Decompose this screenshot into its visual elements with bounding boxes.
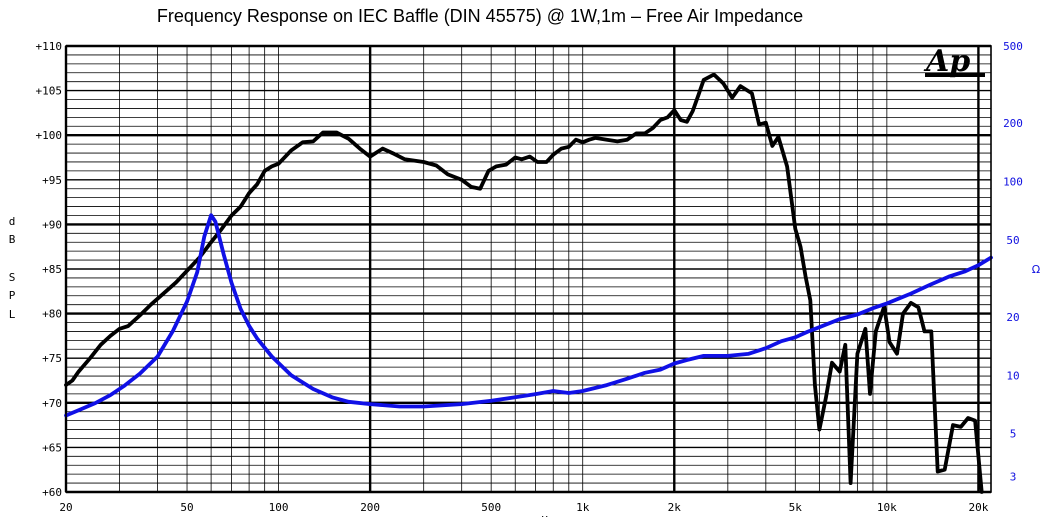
y-tick-label: +110 <box>36 40 63 53</box>
x-axis-label: Hz <box>541 514 554 517</box>
y-axis-label-letter: d <box>9 215 16 228</box>
y-tick-label: +75 <box>42 352 62 365</box>
y2-tick-label: 5 <box>1010 428 1017 441</box>
impedance-line <box>64 213 993 418</box>
y-axis-label-letter: L <box>9 308 16 321</box>
y-axis-label-letter: S <box>9 271 16 284</box>
y-tick-label: +70 <box>42 397 62 410</box>
y-tick-label: +60 <box>42 486 62 499</box>
x-tick-label: 2k <box>668 501 682 514</box>
ap-logo-text: Ap <box>923 44 970 79</box>
y2-tick-label: 20 <box>1006 311 1019 324</box>
y-tick-label: +85 <box>42 263 62 276</box>
x-tick-label: 10k <box>877 501 897 514</box>
y2-tick-label: 500 <box>1003 40 1023 53</box>
y-tick-label: +105 <box>36 85 63 98</box>
x-tick-label: 20k <box>968 501 988 514</box>
x-tick-label: 50 <box>180 501 193 514</box>
y2-tick-label: 100 <box>1003 175 1023 188</box>
plot-frame <box>65 45 992 493</box>
y2-axis-label: Ω <box>1032 263 1040 276</box>
series-layer <box>64 72 993 494</box>
ap-logo: Ap <box>923 44 985 79</box>
x-tick-label: 5k <box>789 501 803 514</box>
ap-logo-underline <box>925 73 985 77</box>
y-tick-label: +95 <box>42 174 62 187</box>
y-axis-label-letter: P <box>9 289 16 302</box>
y-tick-label: +100 <box>36 129 63 142</box>
y2-tick-label: 200 <box>1003 117 1023 130</box>
x-tick-label: 100 <box>269 501 289 514</box>
y2-tick-label: 10 <box>1006 369 1019 382</box>
x-tick-label: 20 <box>59 501 72 514</box>
spl-response-line <box>64 72 984 494</box>
chart-title: Frequency Response on IEC Baffle (DIN 45… <box>157 6 803 26</box>
y-axis-label-letter: B <box>9 233 16 246</box>
y2-tick-label: 50 <box>1006 234 1019 247</box>
y-tick-label: +90 <box>42 218 62 231</box>
y-tick-label: +80 <box>42 308 62 321</box>
x-tick-label: 500 <box>481 501 501 514</box>
x-tick-label: 1k <box>576 501 590 514</box>
axes: +60 +65 +70 +75 +80 +85 +90 +95 +100 +105 +110 3 5 10… <box>9 40 1041 517</box>
y2-tick-label: 3 <box>1010 471 1017 484</box>
x-tick-label: 200 <box>360 501 380 514</box>
y-tick-label: +65 <box>42 441 62 454</box>
